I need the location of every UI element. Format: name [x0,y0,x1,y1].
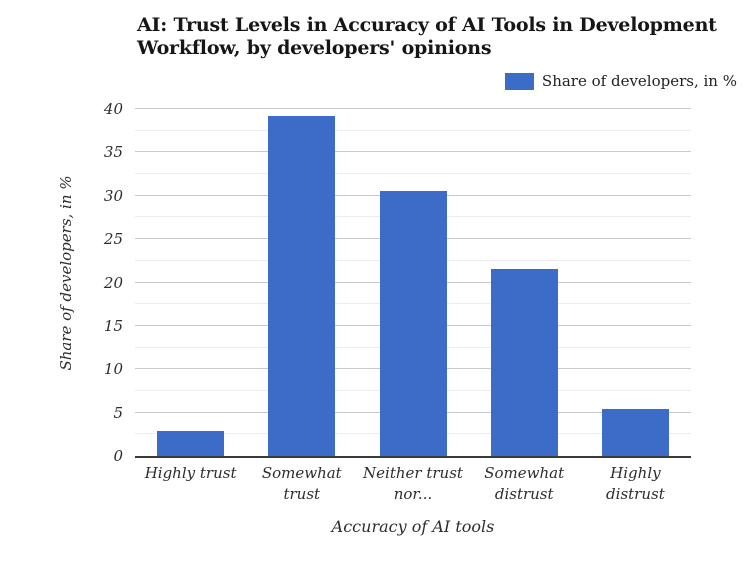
bar-highly-distrust[interactable] [601,409,669,456]
gridline-major [135,108,691,109]
bar-highly-trust[interactable] [157,430,225,456]
y-tick-label: 5 [113,403,123,422]
chart-title-line-2: Workflow, by developers' opinions [137,37,492,59]
y-tick-label: 35 [103,143,123,162]
plot-area [135,108,691,458]
bar-somewhat-distrust[interactable] [490,268,558,456]
chart-title: AI: Trust Levels in Accuracy of AI Tools… [137,14,727,60]
x-axis-labels: Highly trust Somewhat trust Neither trust no… [135,463,691,511]
x-tick-label-line: nor... [393,485,433,503]
x-tick-label-line: Highly [610,464,661,482]
x-tick-label: Somewhat distrust [469,463,580,505]
x-tick-label-line: distrust [606,485,665,503]
x-tick-label-line: Neither trust [363,464,463,482]
legend-label: Share of developers, in % [541,72,737,90]
x-axis-title: Accuracy of AI tools [331,517,495,536]
chart-title-line-1: AI: Trust Levels in Accuracy of AI Tools… [137,14,717,36]
y-tick-label: 30 [103,186,123,205]
y-tick-label: 25 [103,230,123,249]
x-tick-label-line: Somewhat [261,464,342,482]
x-tick-label: Highly distrust [580,463,691,505]
y-tick-label: 20 [103,273,123,292]
x-tick-label-line: Highly trust [144,464,237,482]
x-tick-label: Neither trust nor... [357,463,468,505]
gridline-minor [135,129,691,131]
legend-swatch [504,72,534,90]
y-tick-label: 40 [103,100,123,118]
gridline-major [135,151,691,153]
y-tick-label: 15 [103,316,123,335]
bar-somewhat-trust[interactable] [268,115,336,456]
gridline-minor [135,173,691,175]
x-tick-label: Highly trust [135,463,246,484]
y-axis-labels: 0 5 10 15 20 25 30 35 40 [58,100,123,465]
bar-neither-trust-nor[interactable] [379,190,447,456]
legend: Share of developers, in % [504,72,737,90]
x-tick-label: Somewhat trust [246,463,357,505]
y-tick-label: 10 [103,360,123,379]
x-tick-label-line: distrust [494,485,554,503]
y-tick-label: 0 [113,447,123,465]
x-tick-label-line: trust [283,485,321,503]
x-tick-label-line: Somewhat [484,464,565,482]
